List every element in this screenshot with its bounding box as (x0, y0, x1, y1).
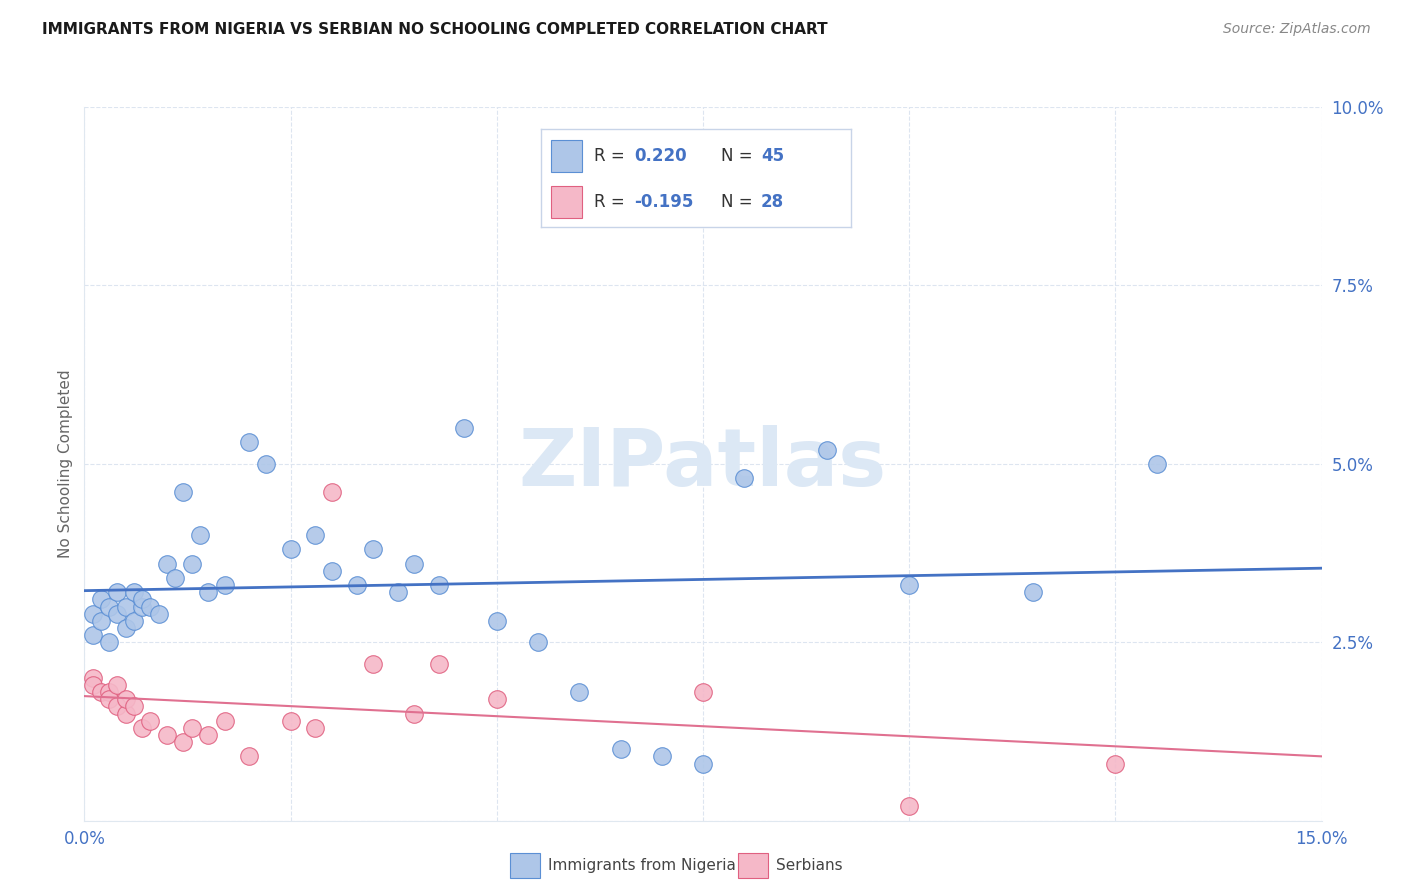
Text: R =: R = (593, 193, 630, 211)
Point (387, 585, 409, 599)
Point (427, 578, 450, 592)
Point (321, 564, 343, 578)
Point (527, 635, 550, 649)
Text: Immigrants from Nigeria: Immigrants from Nigeria (548, 858, 737, 872)
Point (82, 628, 104, 642)
Bar (510, 854, 540, 878)
Point (172, 485, 194, 500)
Point (238, 435, 260, 450)
Point (105, 585, 128, 599)
Bar (738, 854, 768, 878)
Point (165, 571, 187, 585)
Point (280, 714, 302, 728)
Point (122, 585, 145, 599)
Text: N =: N = (721, 147, 758, 165)
Point (197, 585, 219, 599)
Point (692, 756, 714, 771)
Point (238, 749, 260, 764)
Point (361, 542, 384, 557)
Point (114, 599, 136, 614)
Point (122, 614, 145, 628)
Point (131, 592, 153, 607)
Point (82, 607, 104, 621)
Point (105, 699, 128, 714)
Bar (551, 186, 582, 218)
Text: R =: R = (593, 147, 630, 165)
Point (733, 471, 755, 485)
Point (180, 557, 202, 571)
Point (131, 721, 153, 735)
Point (131, 599, 153, 614)
Point (98, 599, 121, 614)
Point (214, 714, 236, 728)
Y-axis label: No Schooling Completed: No Schooling Completed (58, 369, 73, 558)
Point (485, 692, 508, 706)
Point (404, 706, 426, 721)
Point (90, 592, 112, 607)
Point (114, 621, 136, 635)
Point (361, 657, 384, 671)
Point (180, 721, 202, 735)
Text: N =: N = (721, 193, 758, 211)
Text: Serbians: Serbians (776, 858, 842, 872)
Point (139, 599, 162, 614)
Point (105, 607, 128, 621)
Point (692, 685, 714, 699)
Text: IMMIGRANTS FROM NIGERIA VS SERBIAN NO SCHOOLING COMPLETED CORRELATION CHART: IMMIGRANTS FROM NIGERIA VS SERBIAN NO SC… (42, 22, 828, 37)
Text: 45: 45 (761, 147, 785, 165)
Point (568, 685, 591, 699)
Point (156, 728, 179, 742)
Point (485, 614, 508, 628)
Point (898, 799, 921, 814)
Point (1022, 585, 1045, 599)
Point (172, 735, 194, 749)
Point (304, 528, 326, 542)
Point (197, 728, 219, 742)
Point (188, 528, 211, 542)
Point (90, 685, 112, 699)
Point (148, 607, 170, 621)
Point (280, 542, 302, 557)
Point (346, 578, 368, 592)
Point (254, 457, 277, 471)
Point (453, 421, 475, 435)
Point (304, 721, 326, 735)
Point (82, 671, 104, 685)
Point (404, 557, 426, 571)
Point (98, 635, 121, 649)
Bar (551, 140, 582, 171)
Text: ZIPatlas: ZIPatlas (519, 425, 887, 503)
Point (214, 578, 236, 592)
Point (156, 557, 179, 571)
Point (1104, 756, 1126, 771)
Point (139, 714, 162, 728)
Text: 28: 28 (761, 193, 785, 211)
Point (98, 692, 121, 706)
Point (98, 685, 121, 699)
Point (114, 706, 136, 721)
Point (898, 578, 921, 592)
Text: Source: ZipAtlas.com: Source: ZipAtlas.com (1223, 22, 1371, 37)
Point (82, 678, 104, 692)
Point (105, 678, 128, 692)
Point (1146, 457, 1168, 471)
Point (427, 657, 450, 671)
Point (122, 699, 145, 714)
Point (90, 614, 112, 628)
Point (815, 442, 838, 457)
Point (321, 485, 343, 500)
Point (609, 742, 631, 756)
Point (114, 692, 136, 706)
Point (651, 749, 673, 764)
Text: -0.195: -0.195 (634, 193, 693, 211)
Text: 0.220: 0.220 (634, 147, 686, 165)
